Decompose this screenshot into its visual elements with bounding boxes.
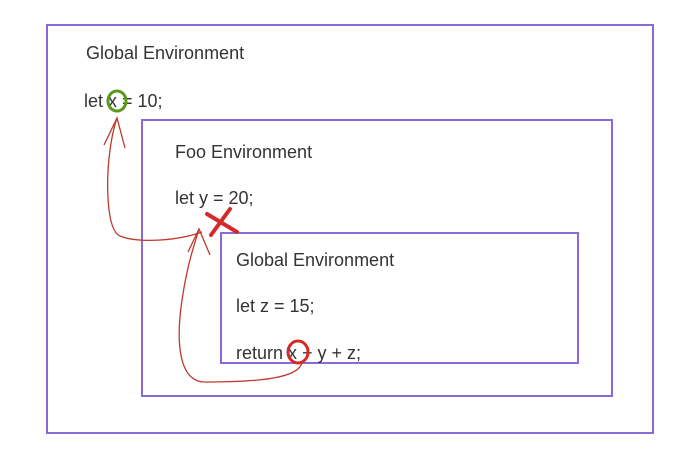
foo-environment-box: [141, 119, 613, 397]
found-variable-circle: [106, 89, 128, 113]
not-found-cross-icon: [205, 207, 239, 237]
inner-environment-box: [220, 232, 579, 364]
lookup-arrow-foo-to-global: [107, 117, 203, 242]
inner-environment-code-line-2: return x + y + z;: [236, 343, 362, 363]
foo-environment-code: let y = 20;: [175, 188, 254, 208]
arrowhead-foo-icon: [187, 227, 211, 256]
arrowhead-global-icon: [103, 116, 126, 149]
inner-environment-title: Global Environment: [236, 250, 395, 270]
outer-environment-title: Global Environment: [86, 43, 245, 63]
lookup-variable-circle: [286, 339, 310, 365]
lookup-arrow-return-to-foo: [178, 228, 303, 383]
outer-environment-box: [46, 24, 654, 434]
foo-environment-title: Foo Environment: [175, 142, 313, 162]
inner-environment-code-line-1: let z = 15;: [236, 296, 315, 316]
